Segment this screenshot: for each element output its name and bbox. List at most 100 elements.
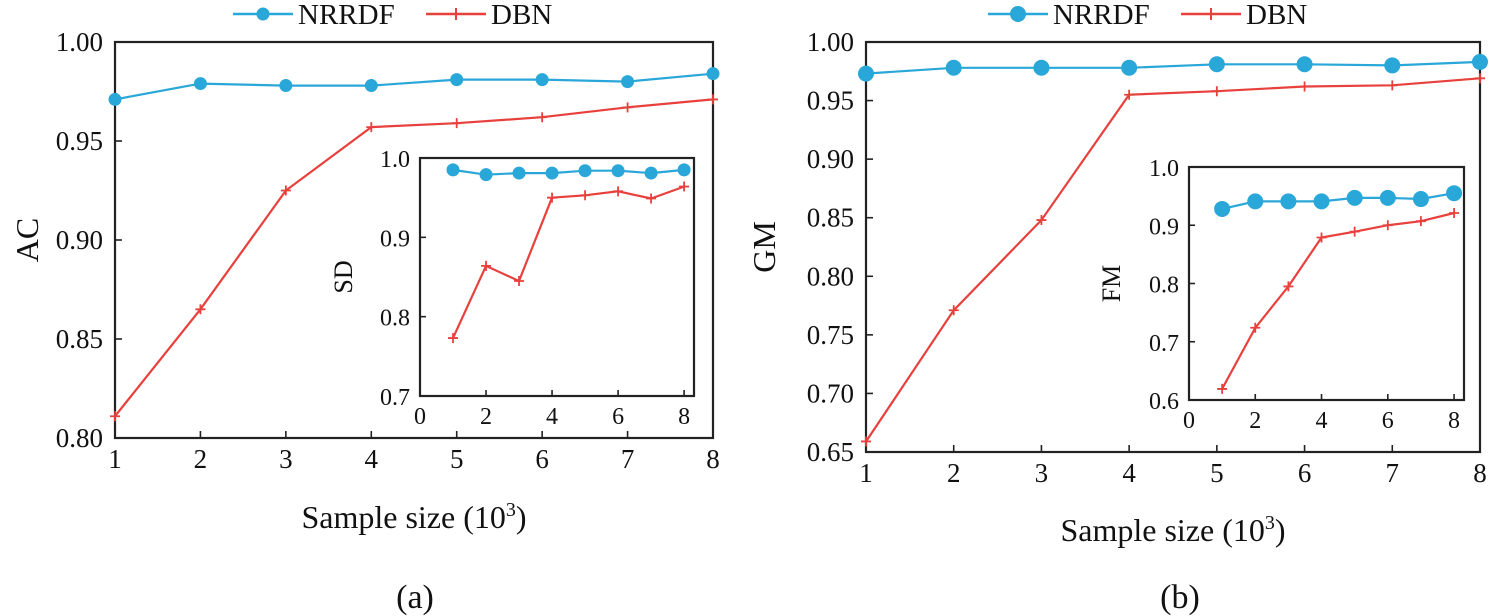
b-main-y-tick-label: 0.75 <box>807 320 854 350</box>
a-inset-y-axis-label: SD <box>329 260 358 293</box>
a-main-nrrdf-point <box>279 79 293 93</box>
a-main-nrrdf-point <box>364 79 378 93</box>
b-inset-nrrdf-point <box>1412 191 1429 208</box>
a-inset-nrrdf-point <box>479 168 493 182</box>
a-inset-x-tick-label: 4 <box>546 404 558 430</box>
b-main-y-tick-label: 0.90 <box>807 144 854 174</box>
a-main-x-axis-label: Sample size (103) <box>301 499 526 535</box>
a-main-x-tick-label: 8 <box>706 444 720 474</box>
b-main-y-tick-label: 0.65 <box>807 437 854 467</box>
b-main-y-axis-label: GM <box>746 221 782 273</box>
b-inset-dbn-point <box>1349 226 1360 237</box>
a-main-series-nrrdf-line <box>114 72 714 101</box>
a-inset-nrrdf-point <box>446 163 460 177</box>
b-main-y-tick-label: 0.85 <box>807 203 854 233</box>
b-main-x-tick-label: 3 <box>1035 458 1049 488</box>
chart-a-inset: 0.7 0.8 0.9 1.0 0 2 4 6 8 SD <box>329 147 696 430</box>
b-inset-x-tick-label: 8 <box>1448 408 1460 434</box>
a-main-x-tick-label: 2 <box>194 444 208 474</box>
a-inset-dbn-point <box>547 192 558 203</box>
b-main-nrrdf-point <box>1296 56 1313 73</box>
b-main-series-dbn-line <box>865 77 1481 443</box>
a-main-y-tick-label: 0.95 <box>56 126 103 156</box>
a-inset-y-tick-label: 0.7 <box>380 385 410 411</box>
a-inset-nrrdf-point <box>578 164 592 178</box>
a-inset-dbn-point <box>646 193 657 204</box>
panel-label-b: (b) <box>1160 579 1200 616</box>
b-main-x-tick-label: 8 <box>1473 458 1487 488</box>
a-main-dbn-point <box>280 185 291 196</box>
a-main-dbn-point <box>451 118 462 129</box>
a-main-y-tick-label: 0.90 <box>56 225 103 255</box>
b-main-nrrdf-point <box>1033 59 1050 76</box>
a-inset-x-tick-label: 2 <box>480 404 492 430</box>
a-main-y-axis-label: AC <box>9 218 45 262</box>
b-main-dbn-point <box>1124 89 1135 100</box>
a-main-dbn-point <box>622 102 633 113</box>
b-main-x-tick-label: 4 <box>1122 458 1136 488</box>
b-inset-x-tick-label: 2 <box>1249 408 1261 434</box>
a-inset-nrrdf-point <box>644 166 658 180</box>
a-main-x-tick-label: 3 <box>279 444 293 474</box>
b-main-plot-frame <box>864 40 1482 454</box>
b-inset-dbn-point <box>1217 383 1228 394</box>
b-inset-x-tick-label: 4 <box>1316 408 1328 434</box>
b-inset-nrrdf-point <box>1379 189 1396 206</box>
b-main-dbn-point <box>1299 81 1310 92</box>
a-main-dbn-point <box>110 411 120 422</box>
a-inset-x-tick-label: 8 <box>678 404 690 430</box>
b-inset-y-tick-label: 0.8 <box>1149 273 1179 299</box>
b-main-nrrdf-point <box>1208 56 1225 73</box>
b-main-dbn-point <box>1211 86 1222 97</box>
a-main-y-tick-label: 1.00 <box>56 27 103 57</box>
b-main-nrrdf-point <box>945 59 962 76</box>
b-inset-y-tick-label: 0.7 <box>1149 331 1179 357</box>
a-inset-y-tick-label: 0.9 <box>380 226 410 252</box>
a-main-x-tick-label: 7 <box>621 444 635 474</box>
b-inset-x-tick-label: 0 <box>1183 408 1195 434</box>
a-inset-x-tick-label: 6 <box>612 404 624 430</box>
legend-a-dbn-label: DBN <box>491 0 552 31</box>
b-inset-y-tick-label: 0.6 <box>1149 389 1179 415</box>
b-main-dbn-point <box>1475 73 1485 84</box>
legend-b-nrrdf-label: NRRDF <box>1053 0 1150 31</box>
a-inset-nrrdf-point <box>611 164 625 178</box>
b-inset-y-tick-label: 0.9 <box>1149 214 1179 240</box>
a-main-series-dbn-line <box>114 98 714 417</box>
b-inset-dbn-point <box>1250 322 1261 333</box>
a-main-x-tick-label: 4 <box>365 444 379 474</box>
legend-b-dbn-label: DBN <box>1246 0 1307 31</box>
a-main-nrrdf-point <box>108 92 122 106</box>
a-inset-dbn-point <box>514 275 525 286</box>
a-inset-plot-background <box>420 158 694 396</box>
a-main-dbn-point <box>708 94 718 105</box>
b-inset-nrrdf-point <box>1280 193 1297 210</box>
b-inset-nrrdf-point <box>1313 193 1330 210</box>
b-main-nrrdf-point <box>1472 53 1488 70</box>
b-main-nrrdf-point <box>1384 57 1401 74</box>
a-main-nrrdf-point <box>450 73 464 87</box>
chart-b-main: 0.650.700.750.800.850.900.951.001 2 3 4 5 6 7 8… <box>746 27 1488 548</box>
b-inset-nrrdf-point <box>1446 185 1463 202</box>
a-main-nrrdf-point <box>621 75 635 89</box>
b-main-dbn-point <box>861 436 871 447</box>
a-main-dbn-point <box>366 122 377 133</box>
b-main-series-nrrdf-line <box>865 60 1481 75</box>
legend-a: NRRDF DBN <box>233 0 552 31</box>
a-inset-dbn-point <box>448 333 459 344</box>
a-inset-y-tick-label: 0.8 <box>380 306 410 332</box>
panel-label-a: (a) <box>396 579 434 616</box>
b-main-x-tick-label: 7 <box>1386 458 1400 488</box>
b-inset-nrrdf-point <box>1346 189 1363 206</box>
a-inset-nrrdf-point <box>512 166 526 180</box>
b-inset-dbn-point <box>1316 232 1327 243</box>
a-inset-y-tick-label: 1.0 <box>380 147 410 173</box>
a-main-nrrdf-point <box>193 77 207 91</box>
chart-b-inset: 0.6 0.7 0.8 0.9 1.0 0 2 4 6 8 FM <box>1097 156 1466 434</box>
b-inset-dbn-point <box>1415 216 1426 227</box>
b-main-x-axis-label: Sample size (103) <box>1060 512 1285 548</box>
b-main-y-tick-label: 0.70 <box>807 378 854 408</box>
b-main-x-tick-label: 2 <box>947 458 961 488</box>
